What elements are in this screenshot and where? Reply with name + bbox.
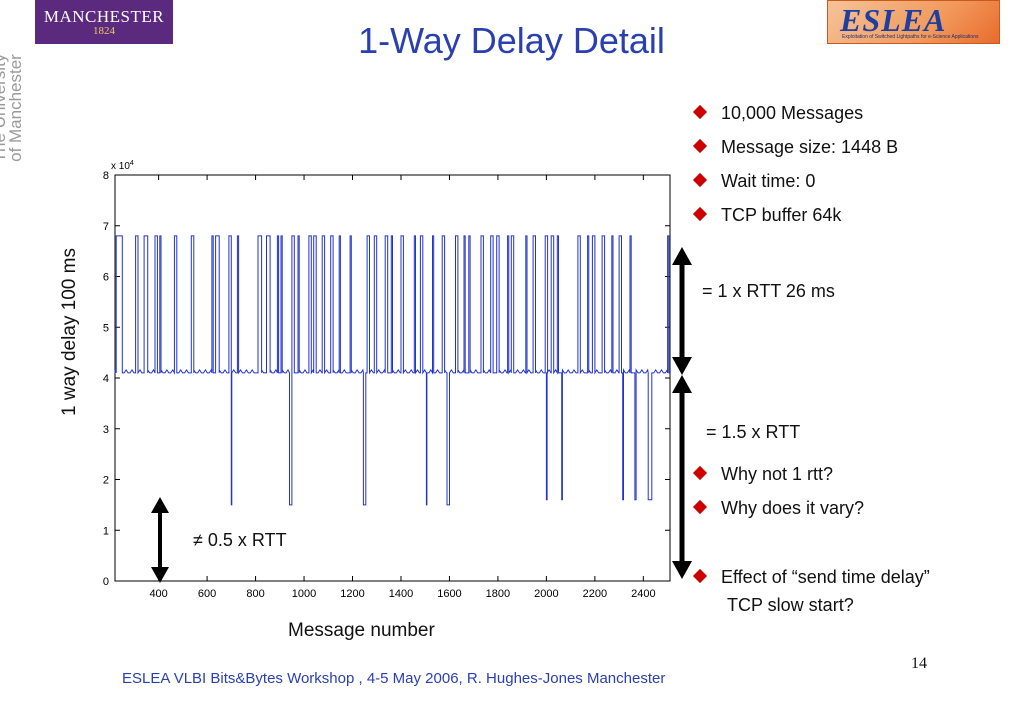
rtt-double-arrows-icon — [672, 247, 692, 579]
bullet-item: Wait time: 0 — [692, 171, 816, 192]
annotation-half-rtt: ≠ 0.5 x RTT — [193, 530, 287, 550]
bullet-item: Why not 1 rtt? — [692, 464, 834, 485]
page-number: 14 — [911, 655, 927, 672]
footer-text: ESLEA VLBI Bits&Bytes Workshop , 4-5 May… — [122, 670, 666, 687]
y-axis-label: 1 way delay 100 ms — [59, 248, 80, 416]
bullet-text: Wait time: 0 — [721, 171, 816, 191]
y-multiplier-label: x 104 — [111, 160, 134, 172]
bullet-continuation: TCP slow start? — [727, 595, 854, 615]
x-tick-label: 1200 — [340, 588, 364, 600]
y-tick-label: 1 — [103, 525, 109, 537]
x-tick-label: 2000 — [534, 588, 558, 600]
bullet-text: Why not 1 rtt? — [721, 464, 834, 484]
annotation-1-rtt: = 1 x RTT 26 ms — [702, 281, 835, 301]
bullet-text: Message size: 1448 B — [721, 137, 899, 157]
delay-series-line — [114, 235, 670, 506]
bullet-item: 10,000 Messages — [692, 103, 864, 124]
bullet-text: 10,000 Messages — [721, 103, 864, 123]
eslea-logo: ESLEA Exploitation of Switched Lightpath… — [827, 0, 1000, 44]
bullet-item: Why does it vary? — [692, 498, 865, 519]
x-tick-label: 600 — [198, 588, 216, 600]
x-tick-label: 2200 — [583, 588, 607, 600]
eslea-logo-text: ESLEA — [840, 2, 947, 38]
x-tick-label: 1600 — [437, 588, 461, 600]
bullet-text: Effect of “send time delay” — [721, 567, 930, 587]
y-tick-label: 0 — [103, 576, 109, 588]
y-tick-label: 2 — [103, 475, 109, 487]
x-tick-label: 800 — [246, 588, 264, 600]
x-tick-label: 1000 — [292, 588, 316, 600]
x-tick-label: 1800 — [486, 588, 510, 600]
y-tick-label: 6 — [103, 272, 109, 284]
x-tick-label: 1400 — [389, 588, 413, 600]
diamond-bullet-icon — [692, 139, 708, 154]
bullet-item: Message size: 1448 B — [692, 137, 899, 158]
manchester-logo-year: 1824 — [93, 25, 115, 37]
diamond-bullet-icon — [692, 207, 708, 222]
bullet-text: Why does it vary? — [721, 498, 865, 518]
university-side-text: The University of Manchester — [0, 53, 25, 163]
bullet-item: TCP buffer 64k — [692, 205, 842, 226]
annotation-1-5-rtt: = 1.5 x RTT — [706, 422, 801, 442]
manchester-logo: MANCHESTER 1824 — [35, 0, 173, 44]
bullet-item: Effect of “send time delay” — [692, 567, 930, 588]
diamond-bullet-icon — [692, 173, 708, 188]
x-tick-label: 400 — [149, 588, 167, 600]
y-tick-label: 7 — [103, 221, 109, 233]
page-title: 1-Way Delay Detail — [358, 20, 665, 61]
y-tick-label: 3 — [103, 424, 109, 436]
y-tick-label: 5 — [103, 322, 109, 334]
manchester-logo-name: MANCHESTER — [43, 7, 165, 26]
diamond-bullet-icon — [692, 105, 708, 120]
eslea-logo-tagline: Exploitation of Switched Lightpaths for … — [842, 34, 979, 40]
y-tick-label: 4 — [103, 373, 109, 385]
x-axis-label: Message number — [288, 620, 435, 641]
y-tick-label: 8 — [103, 170, 109, 182]
delay-chart: x 104 400 600 800 1000 1200 1400 1600 1800 2000 2… — [103, 160, 671, 600]
x-tick-label: 2400 — [631, 588, 655, 600]
half-rtt-double-arrow-icon — [151, 497, 169, 583]
bullet-text: TCP buffer 64k — [721, 205, 842, 225]
